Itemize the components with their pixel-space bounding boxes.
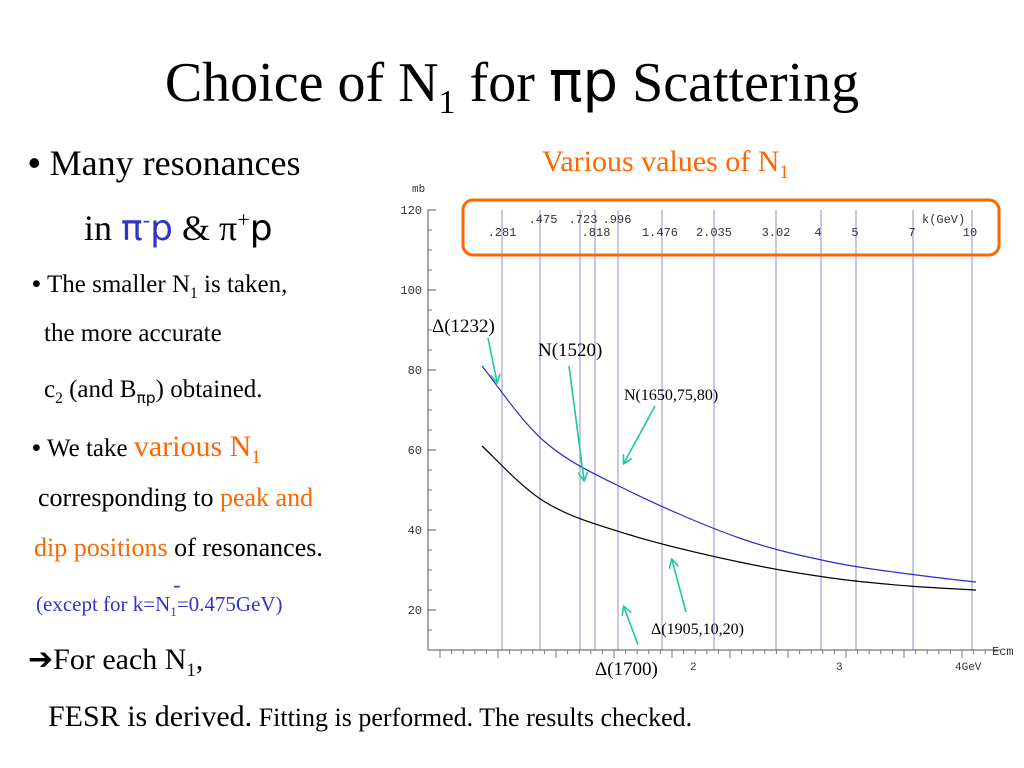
resonance-label: N(1650,75,80) <box>624 387 718 404</box>
k-tick-label: 3.02 <box>762 226 791 240</box>
text-corresponding-to: corresponding to peak and <box>38 483 314 512</box>
k-tick-label: 1.476 <box>642 226 678 240</box>
resonance-label: Δ(1905,10,20) <box>651 621 744 638</box>
k-tick-label: .723 <box>569 213 598 227</box>
k-tick-label: 2.035 <box>696 226 732 240</box>
k-values-highlight-box <box>461 198 1001 257</box>
resonance-label: N(1520) <box>538 340 602 361</box>
k-tick-label: 10 <box>963 226 977 240</box>
x-tick-label: 4GeV <box>955 662 982 674</box>
resonance-arrow <box>624 607 639 646</box>
x-tick-label: 2 <box>690 662 697 674</box>
y-tick-label: 80 <box>408 364 422 378</box>
k-tick-label: .996 <box>603 213 632 227</box>
text-fesr-derived: FESR is derived. Fitting is performed. T… <box>48 700 693 733</box>
x-axis-label: Ecm <box>992 645 1014 659</box>
k-tick-label: .818 <box>582 226 611 240</box>
k-tick-label: 5 <box>851 226 858 240</box>
slide-title: Choice of N1 for πp Scattering <box>164 50 860 122</box>
resonance-arrow <box>568 365 584 480</box>
text-for-each-n1: ➔For each N1, <box>28 642 204 681</box>
k-tick-label: 7 <box>908 226 915 240</box>
x-tick-label: 3 <box>836 662 843 674</box>
bullet-in-pi-p: in π-p & π+p <box>84 207 273 249</box>
y-tick-label: 100 <box>400 284 422 298</box>
cross-section-curve-black <box>481 445 977 591</box>
resonance-label: Δ(1700) <box>595 659 658 680</box>
cross-section-curve-blue <box>481 365 977 583</box>
bullet-many-resonances: • Many resonances <box>28 142 301 183</box>
resonance-label: Δ(1232) <box>432 316 495 337</box>
text-c2-obtained: c2 (and Bπp) obtained. <box>44 376 263 407</box>
bullet-we-take: • We take various N1 <box>32 430 261 468</box>
k-tick-label: .475 <box>529 213 558 227</box>
text-more-accurate: the more accurate <box>44 320 222 347</box>
y-tick-label: 40 <box>408 524 422 538</box>
resonance-arrow <box>672 560 687 613</box>
k-tick-label: 4 <box>814 226 821 240</box>
y-unit-label: mb <box>412 184 425 196</box>
resonance-arrow <box>487 337 497 382</box>
various-values-heading: Various values of N1 <box>542 145 789 183</box>
bullet-smaller-n1: • The smaller N1 is taken, <box>32 270 288 302</box>
y-tick-label: 20 <box>408 604 422 618</box>
resonance-arrow <box>624 405 656 463</box>
arrow-right-icon: ➔ <box>28 642 54 677</box>
y-tick-label: 60 <box>408 444 422 458</box>
text-except-note: (except for k=N -1=0.475GeV) <box>36 572 283 620</box>
k-axis-label: k(GeV) <box>922 213 965 227</box>
k-tick-label: .281 <box>488 226 517 240</box>
y-tick-label: 120 <box>400 204 422 218</box>
text-dip-positions: dip positions of resonances. <box>34 533 323 562</box>
